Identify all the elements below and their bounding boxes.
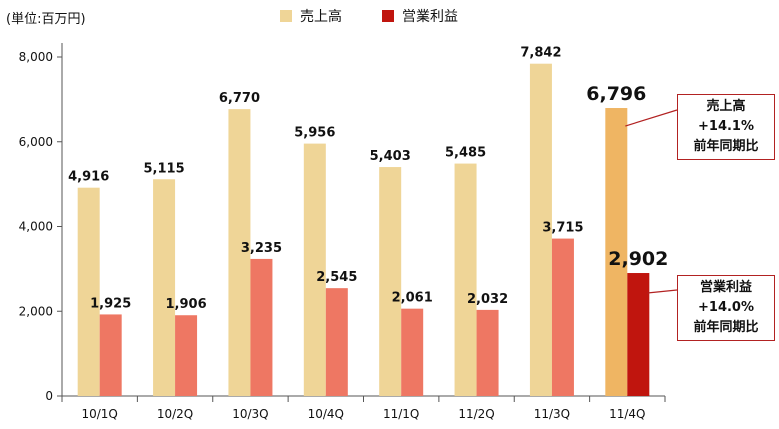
unit-label: (単位:百万円)	[6, 12, 86, 27]
bar-sales	[153, 179, 176, 396]
callout-sales-line2: +14.1%	[698, 119, 754, 134]
x-tick-label: 10/3Q	[232, 407, 268, 421]
y-tick-label: 8,000	[19, 50, 53, 64]
x-tick-label: 11/1Q	[383, 407, 419, 421]
bar-sales	[529, 63, 552, 396]
y-tick-label: 0	[45, 389, 53, 403]
bar-profit	[401, 308, 424, 396]
data-label-profit: 1,925	[90, 296, 131, 311]
legend-item-profit: 営業利益	[382, 6, 458, 26]
y-tick-label: 2,000	[19, 304, 53, 318]
callout-profit: 営業利益 +14.0% 前年同期比	[677, 275, 775, 341]
callout-profit-line1: 営業利益	[699, 280, 752, 295]
y-tick-label: 4,000	[19, 220, 53, 234]
bar-sales	[379, 167, 402, 396]
legend-item-sales: 売上高	[280, 6, 342, 26]
callout-sales: 売上高 +14.1% 前年同期比	[677, 94, 775, 160]
legend-label-profit: 営業利益	[402, 9, 458, 25]
legend-swatch-profit	[382, 10, 394, 22]
bar-sales	[303, 143, 326, 396]
callout-sales-line1: 売上高	[706, 99, 746, 114]
x-tick-label: 11/3Q	[534, 407, 570, 421]
y-tick-label: 6,000	[19, 135, 53, 149]
data-label-sales: 5,115	[144, 161, 185, 176]
data-label-profit: 2,545	[316, 270, 357, 285]
bar-profit	[250, 258, 273, 396]
bar-profit	[627, 273, 650, 396]
data-label-profit: 3,235	[241, 241, 282, 256]
legend: 売上高 営業利益	[280, 6, 458, 26]
callout-sales-line3: 前年同期比	[693, 139, 759, 154]
data-label-profit: 1,906	[166, 297, 207, 312]
data-label-sales: 5,485	[445, 146, 486, 161]
data-label-sales: 5,956	[294, 126, 335, 141]
bar-sales	[228, 109, 251, 396]
bar-sales	[605, 108, 628, 396]
x-tick-label: 11/4Q	[609, 407, 645, 421]
callout-profit-line3: 前年同期比	[693, 320, 759, 335]
data-label-profit: 2,032	[467, 292, 508, 307]
callout-leader-profit	[647, 289, 678, 294]
bar-sales	[454, 163, 477, 396]
callout-leader-sales	[625, 109, 678, 127]
x-tick-label: 10/4Q	[308, 407, 344, 421]
data-label-sales: 6,770	[219, 91, 260, 106]
data-label-sales: 4,916	[68, 170, 109, 185]
data-label-profit: 2,061	[392, 291, 433, 306]
data-label-sales: 6,796	[586, 83, 646, 105]
bar-profit	[325, 288, 348, 396]
data-label-sales: 5,403	[370, 149, 411, 164]
bar-profit	[551, 238, 574, 396]
x-tick-label: 10/2Q	[157, 407, 193, 421]
callout-profit-line2: +14.0%	[698, 300, 754, 315]
bar-profit	[99, 314, 122, 396]
data-label-profit: 3,715	[542, 221, 583, 236]
bar-profit	[476, 309, 499, 396]
data-label-profit: 2,902	[608, 248, 668, 270]
data-label-sales: 7,842	[520, 46, 561, 61]
legend-label-sales: 売上高	[300, 9, 342, 25]
legend-swatch-sales	[280, 10, 292, 22]
x-tick-label: 10/1Q	[81, 407, 117, 421]
x-tick-label: 11/2Q	[458, 407, 494, 421]
bar-profit	[175, 315, 198, 396]
bar-sales	[77, 187, 100, 396]
